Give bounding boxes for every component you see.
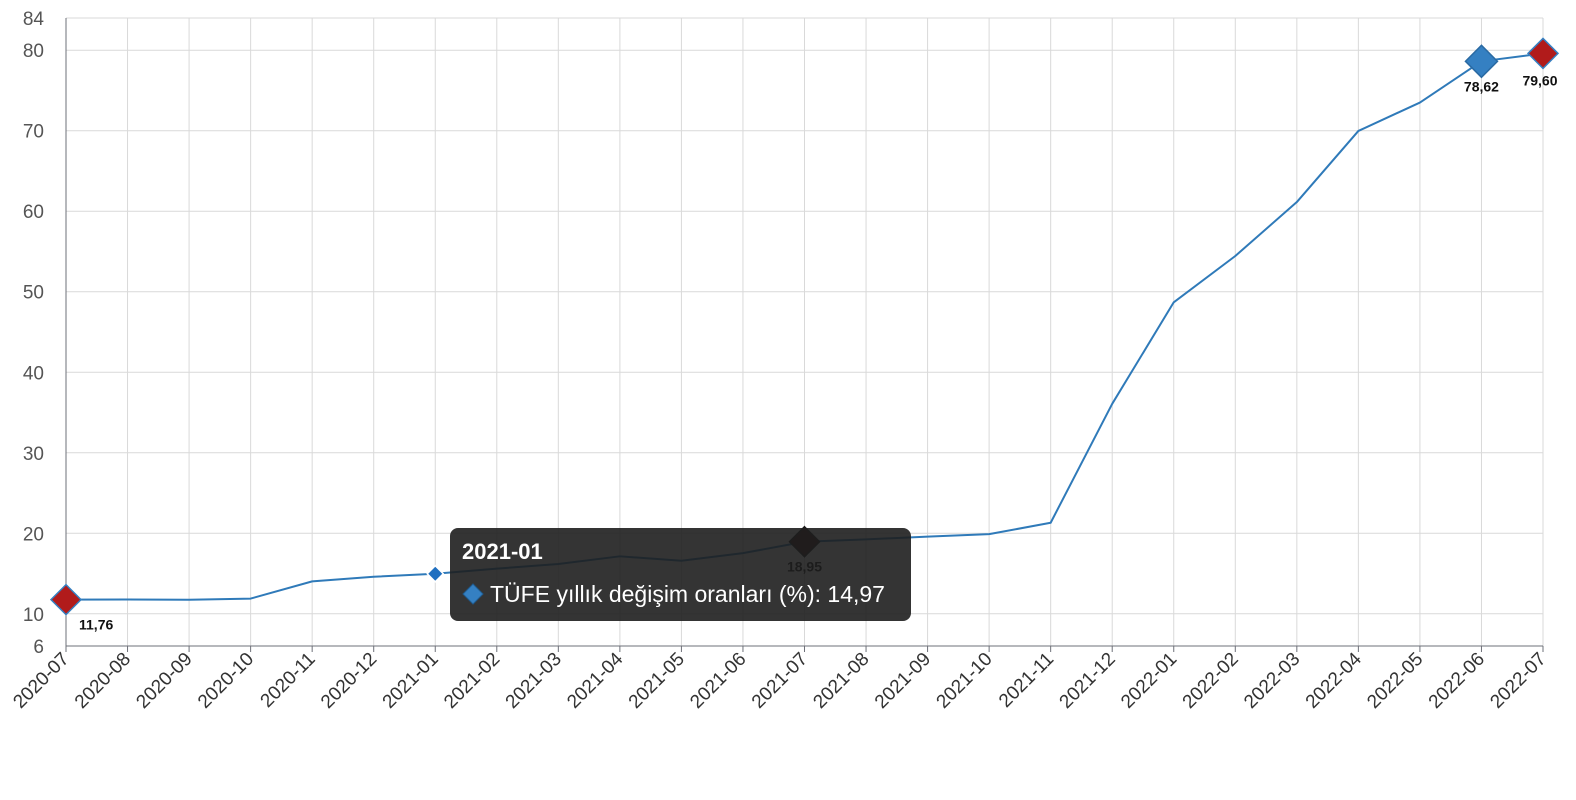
- x-tick-label: 2021-05: [625, 649, 689, 713]
- x-tick-label: 2020-12: [317, 649, 381, 713]
- y-tick-label: 10: [23, 605, 44, 626]
- y-axis-ticks: 6 10 20 30 40 50 60 70 80 84: [23, 9, 45, 658]
- y-tick-label: 6: [33, 637, 44, 658]
- tooltip: 2021-01 TÜFE yıllık değişim oranları (%)…: [450, 528, 911, 621]
- hovered-point-marker[interactable]: [426, 564, 445, 583]
- max-value-marker[interactable]: [1526, 37, 1560, 70]
- x-tick-label: 2022-03: [1240, 649, 1304, 713]
- tooltip-title: 2021-01: [462, 539, 543, 564]
- x-tick-label: 2022-06: [1425, 649, 1489, 713]
- y-tick-label: 20: [23, 524, 44, 545]
- y-tick-label: 80: [23, 41, 44, 62]
- x-tick-label: 2022-02: [1179, 649, 1243, 713]
- data-label: 79,60: [1522, 72, 1557, 88]
- x-tick-label: 2020-07: [9, 649, 73, 713]
- x-tick-label: 2021-02: [440, 649, 504, 713]
- x-axis-ticks: 2020-072020-082020-092020-102020-112020-…: [9, 648, 1550, 712]
- y-tick-label: 70: [23, 122, 44, 143]
- y-tick-label: 84: [23, 9, 45, 30]
- x-tick-label: 2021-01: [379, 649, 443, 713]
- tooltip-text: TÜFE yıllık değişim oranları (%): 14,97: [490, 581, 885, 607]
- y-tick-label: 30: [23, 444, 44, 465]
- y-tick-label: 40: [23, 363, 44, 384]
- data-label: 11,76: [79, 617, 113, 633]
- x-tick-label: 2021-04: [563, 648, 627, 712]
- min-value-marker[interactable]: [49, 583, 83, 616]
- x-tick-label: 2020-10: [194, 649, 258, 713]
- y-tick-label: 60: [23, 202, 44, 223]
- x-tick-label: 2020-09: [132, 649, 196, 713]
- x-tick-label: 2020-11: [257, 649, 320, 712]
- x-tick-label: 2021-06: [686, 649, 750, 713]
- x-tick-label: 2021-12: [1056, 649, 1120, 713]
- x-tick-label: 2021-07: [748, 649, 812, 713]
- data-label: 78,62: [1464, 78, 1499, 94]
- diamond-icon: [462, 583, 484, 605]
- x-tick-label: 2021-10: [933, 649, 997, 713]
- tooltip-row: TÜFE yıllık değişim oranları (%): 14,97: [462, 580, 899, 608]
- x-tick-label: 2022-01: [1117, 649, 1181, 713]
- data-point-marker[interactable]: [1464, 44, 1499, 79]
- x-tick-label: 2021-03: [502, 649, 566, 713]
- y-tick-label: 50: [23, 283, 44, 304]
- axes: [65, 18, 1543, 647]
- x-tick-label: 2021-09: [871, 649, 935, 713]
- x-tick-label: 2020-08: [71, 649, 135, 713]
- x-tick-label: 2022-07: [1486, 649, 1550, 713]
- x-tick-label: 2022-05: [1363, 649, 1427, 713]
- x-tick-label: 2022-04: [1302, 648, 1366, 712]
- x-tick-label: 2021-08: [809, 649, 873, 713]
- x-tick-label: 2021-11: [995, 649, 1058, 712]
